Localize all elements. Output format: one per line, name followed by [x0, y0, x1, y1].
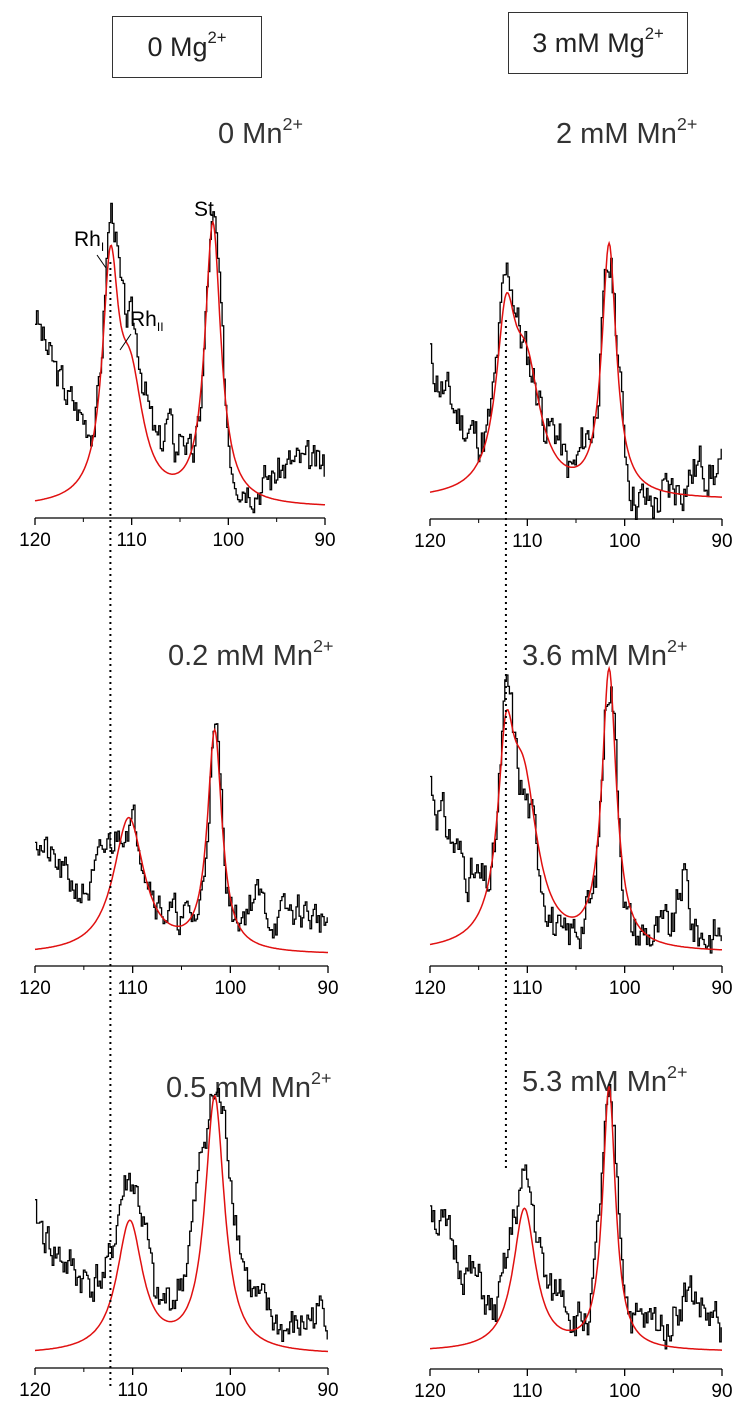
x-tick-label: 100 — [609, 531, 641, 552]
x-tick-label: 120 — [414, 1381, 446, 1402]
x-tick-label: 100 — [609, 1381, 641, 1402]
spectrum-panel-3: 120 110 100 90 — [19, 723, 339, 999]
x-tick-label: 110 — [512, 978, 542, 999]
panel-title-0.5-mm-mn: 0.5 mM Mn2+ — [166, 1067, 332, 1104]
spectrum-panel-2: 120 110 100 90 — [414, 240, 733, 552]
fit-curve — [430, 1086, 722, 1351]
panel-title-0-mn: 0 Mn2+ — [218, 113, 303, 150]
x-tick-label: 100 — [214, 978, 246, 999]
panel-title-3.6-mm-mn: 3.6 mM Mn2+ — [522, 635, 688, 672]
peak-label-rh2: RhII — [130, 308, 164, 334]
x-tick-label: 110 — [512, 531, 542, 552]
spectrum-panel-4: 120 110 100 90 — [414, 665, 733, 999]
panel-title-2-mm-mn: 2 mM Mn2+ — [556, 113, 698, 150]
spectrum-panel-5: 120 110 100 90 — [19, 1087, 339, 1401]
x-tick-label: 120 — [19, 530, 51, 551]
x-tick-label: 90 — [317, 1380, 338, 1401]
x-tick-label: 110 — [117, 530, 147, 551]
peak-label-rh1-pointer — [96, 254, 107, 269]
x-tick-label: 110 — [118, 978, 148, 999]
x-tick-label: 110 — [512, 1381, 542, 1402]
fit-curve — [34, 727, 328, 954]
experimental-trace — [35, 202, 325, 514]
fit-curve — [34, 1094, 329, 1353]
experimental-trace — [430, 1083, 722, 1350]
x-tick-label: 100 — [214, 1380, 246, 1401]
experimental-trace — [35, 1087, 328, 1342]
x-tick-label: 90 — [314, 530, 335, 551]
panel-title-5.3-mm-mn: 5.3 mM Mn2+ — [522, 1061, 688, 1098]
x-tick-label: 120 — [414, 531, 446, 552]
x-tick-label: 100 — [609, 978, 641, 999]
experimental-trace — [430, 674, 722, 954]
condition-label-right: 3 mM Mg2+ — [508, 12, 688, 74]
peak-label-st: St — [194, 198, 214, 221]
spectrum-panel-1: 120 110 100 90 — [19, 202, 336, 551]
condition-label-left-text: 0 Mg2+ — [147, 28, 227, 62]
x-tick-label: 90 — [711, 978, 732, 999]
experimental-trace — [430, 257, 722, 521]
x-tick-label: 100 — [212, 530, 244, 551]
panel-title-0.2-mm-mn: 0.2 mM Mn2+ — [168, 635, 334, 672]
x-tick-label: 90 — [317, 978, 338, 999]
condition-label-right-text: 3 mM Mg2+ — [532, 24, 664, 58]
spectrum-panel-6: 120 110 100 90 — [414, 1083, 733, 1402]
experimental-trace — [35, 723, 328, 939]
x-tick-label: 90 — [711, 1381, 732, 1402]
peak-label-rh1: RhI — [74, 228, 104, 254]
fit-curve — [429, 240, 722, 498]
fit-curve — [429, 665, 722, 951]
x-tick-label: 110 — [118, 1380, 148, 1401]
x-tick-label: 120 — [19, 978, 51, 999]
fit-curve — [34, 219, 326, 506]
x-tick-label: 120 — [414, 978, 446, 999]
x-tick-label: 90 — [711, 531, 732, 552]
x-tick-label: 120 — [19, 1380, 51, 1401]
peak-label-rh2-pointer — [119, 333, 132, 351]
condition-label-left: 0 Mg2+ — [112, 16, 262, 78]
